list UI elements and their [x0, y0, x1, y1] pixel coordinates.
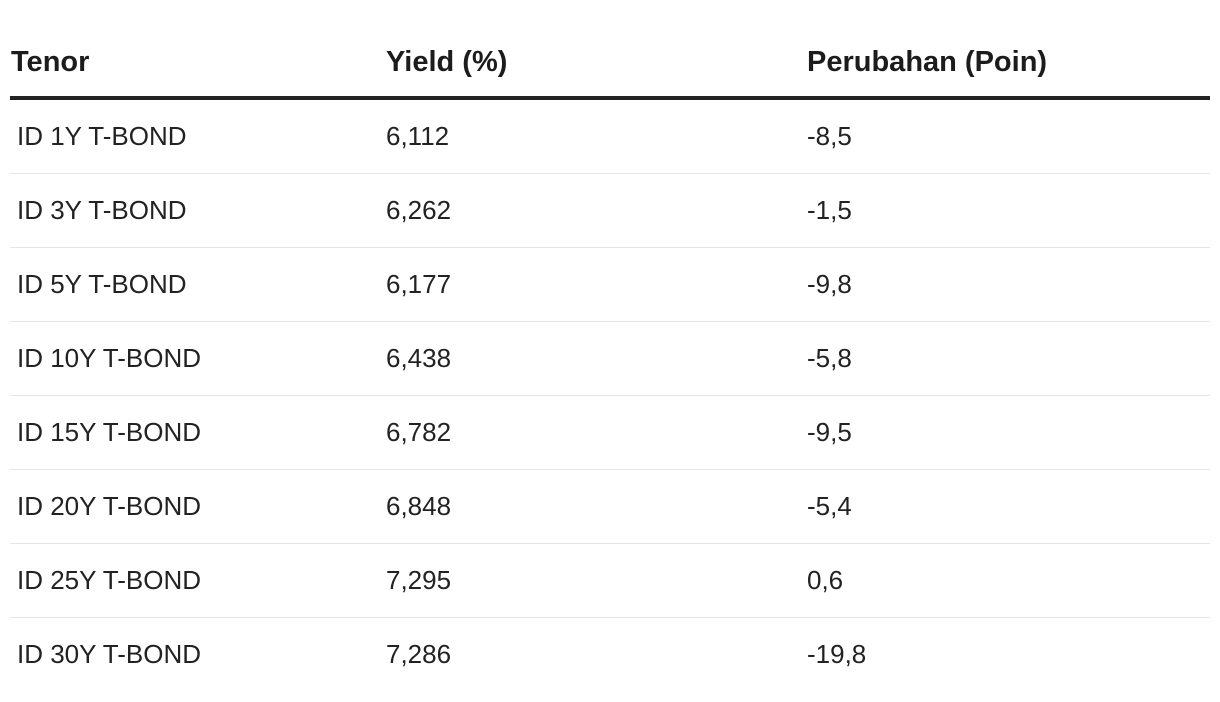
table-body: ID 1Y T-BOND 6,112 -8,5 ID 3Y T-BOND 6,2… [10, 98, 1210, 691]
bond-yield-table-container: Tenor Yield (%) Perubahan (Poin) ID 1Y T… [10, 0, 1210, 691]
table-row: ID 25Y T-BOND 7,295 0,6 [10, 543, 1210, 618]
yield-cell: 6,782 [386, 395, 807, 470]
table-row: ID 3Y T-BOND 6,262 -1,5 [10, 173, 1210, 248]
change-cell: -1,5 [807, 173, 1210, 248]
change-cell: -8,5 [807, 98, 1210, 174]
tenor-cell: ID 25Y T-BOND [10, 543, 386, 618]
tenor-cell: ID 15Y T-BOND [10, 395, 386, 470]
table-row: ID 5Y T-BOND 6,177 -9,8 [10, 247, 1210, 322]
table-row: ID 1Y T-BOND 6,112 -8,5 [10, 98, 1210, 174]
yield-cell: 6,177 [386, 247, 807, 322]
yield-cell: 6,112 [386, 98, 807, 174]
change-cell: -5,4 [807, 469, 1210, 544]
table-row: ID 10Y T-BOND 6,438 -5,8 [10, 321, 1210, 396]
change-cell: -9,8 [807, 247, 1210, 322]
tenor-cell: ID 10Y T-BOND [10, 321, 386, 396]
tenor-cell: ID 5Y T-BOND [10, 247, 386, 322]
table-header: Tenor Yield (%) Perubahan (Poin) [10, 0, 1210, 100]
header-tenor: Tenor [10, 0, 386, 100]
header-row: Tenor Yield (%) Perubahan (Poin) [10, 0, 1210, 100]
change-cell: -5,8 [807, 321, 1210, 396]
yield-cell: 6,438 [386, 321, 807, 396]
yield-cell: 7,286 [386, 639, 452, 669]
bond-yield-table: Tenor Yield (%) Perubahan (Poin) ID 1Y T… [10, 0, 1210, 691]
tenor-cell: ID 20Y T-BOND [10, 469, 386, 544]
tenor-cell: ID 3Y T-BOND [10, 173, 386, 248]
table-row: ID 30Y T-BOND 7,286 -19,8 [10, 618, 1210, 692]
header-yield: Yield (%) [386, 0, 807, 100]
change-cell: 0,6 [807, 543, 1210, 618]
yield-cell: 6,848 [386, 469, 807, 544]
tenor-cell: ID 30Y T-BOND [17, 639, 201, 669]
tenor-cell: ID 1Y T-BOND [10, 98, 386, 174]
change-cell: -9,5 [807, 395, 1210, 470]
yield-cell: 6,262 [386, 173, 807, 248]
change-cell: -19,8 [807, 639, 867, 669]
header-change: Perubahan (Poin) [807, 0, 1210, 100]
table-row: ID 15Y T-BOND 6,782 -9,5 [10, 395, 1210, 470]
table-row: ID 20Y T-BOND 6,848 -5,4 [10, 469, 1210, 544]
yield-cell: 7,295 [386, 543, 807, 618]
